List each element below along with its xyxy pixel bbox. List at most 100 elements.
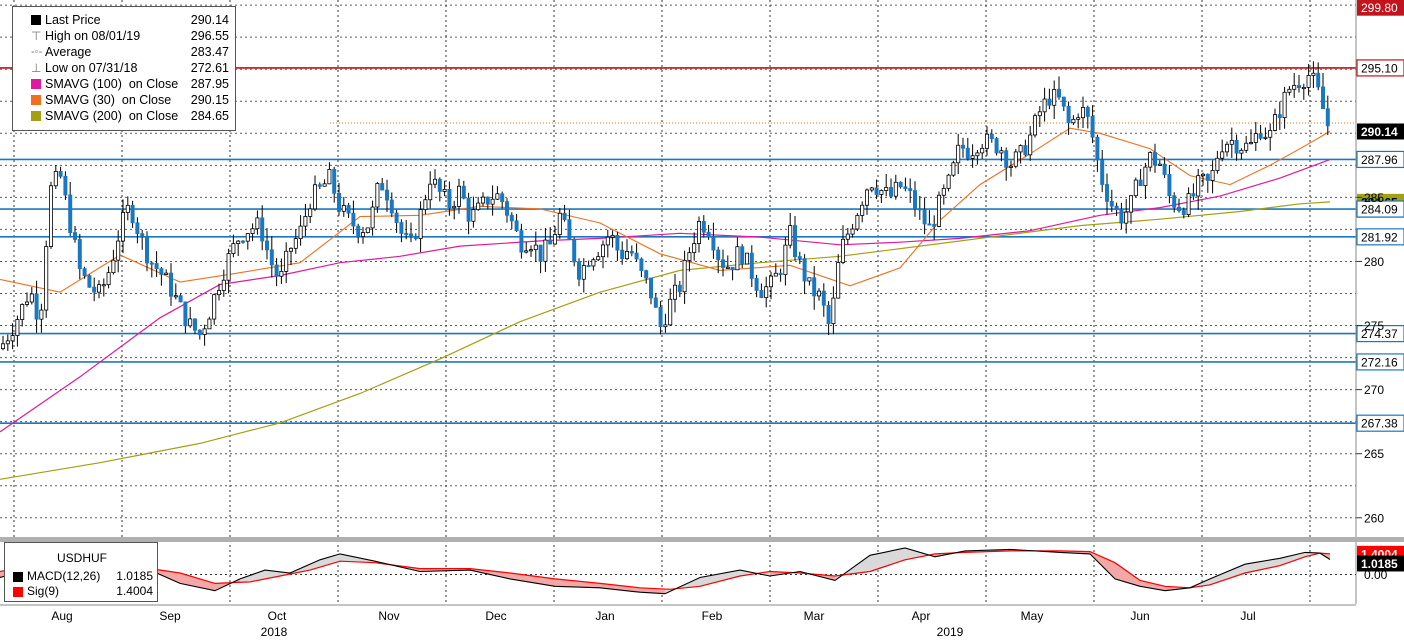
level-tag-label: 284.09 <box>1361 203 1398 217</box>
candle-body <box>111 259 116 274</box>
candle-body <box>956 144 961 164</box>
candle-body <box>634 252 639 260</box>
candle-body <box>999 150 1004 154</box>
level-tag <box>1356 150 1404 169</box>
candle-body <box>812 277 817 297</box>
candle-body <box>39 309 44 320</box>
level-tag-label: 281.92 <box>1361 230 1398 244</box>
candle-body <box>178 295 183 303</box>
candle-body <box>1081 107 1086 119</box>
candle-body <box>1172 195 1177 208</box>
candle-body <box>937 194 942 227</box>
candle-body <box>697 221 702 244</box>
axis-tick-label: 265 <box>1364 447 1384 461</box>
candle-body <box>173 295 178 298</box>
level-tag-label: 295.10 <box>1361 61 1398 75</box>
candle-body <box>663 324 668 328</box>
candle-body <box>154 263 159 270</box>
candle-body <box>841 238 846 263</box>
month-label: Oct <box>268 609 287 623</box>
candle-body <box>721 259 726 268</box>
level-tag <box>1356 353 1404 371</box>
candle-body <box>922 209 927 225</box>
candle-body <box>1162 163 1167 175</box>
candle-body <box>1153 152 1158 166</box>
level-tag-label: 274.37 <box>1361 327 1398 341</box>
candle-body <box>826 304 831 325</box>
price-tag <box>1357 123 1404 140</box>
macd-legend: USDHUF MACD(12,26) 1.0185 Sig(9) 1.4004 <box>4 542 158 602</box>
candle-body <box>288 247 293 252</box>
candle-body <box>994 138 999 154</box>
candle-body <box>34 293 39 320</box>
candle-body <box>456 185 461 207</box>
candle-body <box>360 232 365 237</box>
candle-body <box>649 277 654 299</box>
macd-legend-row: MACD(12,26) 1.0185 <box>5 569 157 584</box>
candle-body <box>384 189 389 201</box>
candle-body <box>24 301 29 305</box>
signal-line <box>0 550 1331 590</box>
legend-row-sma100: SMAVG (100) on Close 287.95 <box>13 76 235 92</box>
macd-title: USDHUF <box>57 551 107 565</box>
macd-fill <box>905 547 935 560</box>
candle-body <box>1253 133 1258 143</box>
price-axis: 295.10 287.96 284.09 281.92 274.37 272.16 267.… <box>0 0 1404 604</box>
candle-body <box>1239 149 1244 154</box>
macd-tag-label: 1.0185 <box>1361 557 1398 571</box>
macd-fill <box>1140 580 1165 591</box>
average-marker-icon: -◦- <box>31 46 43 58</box>
candle-body <box>423 199 428 211</box>
candle-body <box>831 297 836 325</box>
candle-body <box>1138 179 1143 187</box>
candle-body <box>144 235 149 264</box>
legend-row-last-price: Last Price 290.14 <box>13 12 235 28</box>
candle-body <box>466 197 471 222</box>
candle-body <box>236 240 241 245</box>
candle-body <box>73 232 78 240</box>
candle-body <box>1306 75 1311 88</box>
candle-body <box>913 190 918 210</box>
candle-body <box>437 178 442 192</box>
candle-body <box>1215 157 1220 171</box>
candle-body <box>87 275 92 288</box>
candle-body <box>264 240 269 251</box>
candle-body <box>389 199 394 214</box>
candle-body <box>980 147 985 154</box>
candle-body <box>101 284 106 287</box>
candle-body <box>240 240 245 243</box>
signal-label: Sig(9) <box>27 584 60 598</box>
candle-body <box>735 246 740 271</box>
candle-body <box>749 252 754 279</box>
candle-body <box>677 284 682 293</box>
candle-body <box>495 193 500 200</box>
candle-body <box>1186 193 1191 215</box>
candle-body <box>10 335 15 342</box>
candle-body <box>471 209 476 222</box>
candle-body <box>879 190 884 195</box>
square-icon <box>31 95 41 105</box>
candle-body <box>317 184 322 187</box>
candle-body <box>327 169 332 185</box>
month-label: Aug <box>51 609 72 623</box>
candle-body <box>989 133 994 139</box>
candle-body <box>413 235 418 239</box>
candle-body <box>673 284 678 300</box>
candle-body <box>764 286 769 299</box>
candle-body <box>1177 206 1182 211</box>
month-label: Jan <box>595 609 614 623</box>
square-icon <box>31 15 41 25</box>
candle-body <box>1061 96 1066 107</box>
year-label: 2019 <box>937 625 964 639</box>
candle-body <box>754 278 759 291</box>
candle-body <box>44 246 49 311</box>
candle-body <box>480 196 485 204</box>
panel-divider <box>0 537 1404 542</box>
candle-body <box>1297 85 1302 89</box>
candle-body <box>519 230 524 253</box>
legend-value: 287.95 <box>190 77 229 91</box>
candle-body <box>596 256 601 261</box>
candle-body <box>1316 72 1321 88</box>
candle-body <box>1033 115 1038 136</box>
price-tag-label: 290.14 <box>1361 125 1398 139</box>
